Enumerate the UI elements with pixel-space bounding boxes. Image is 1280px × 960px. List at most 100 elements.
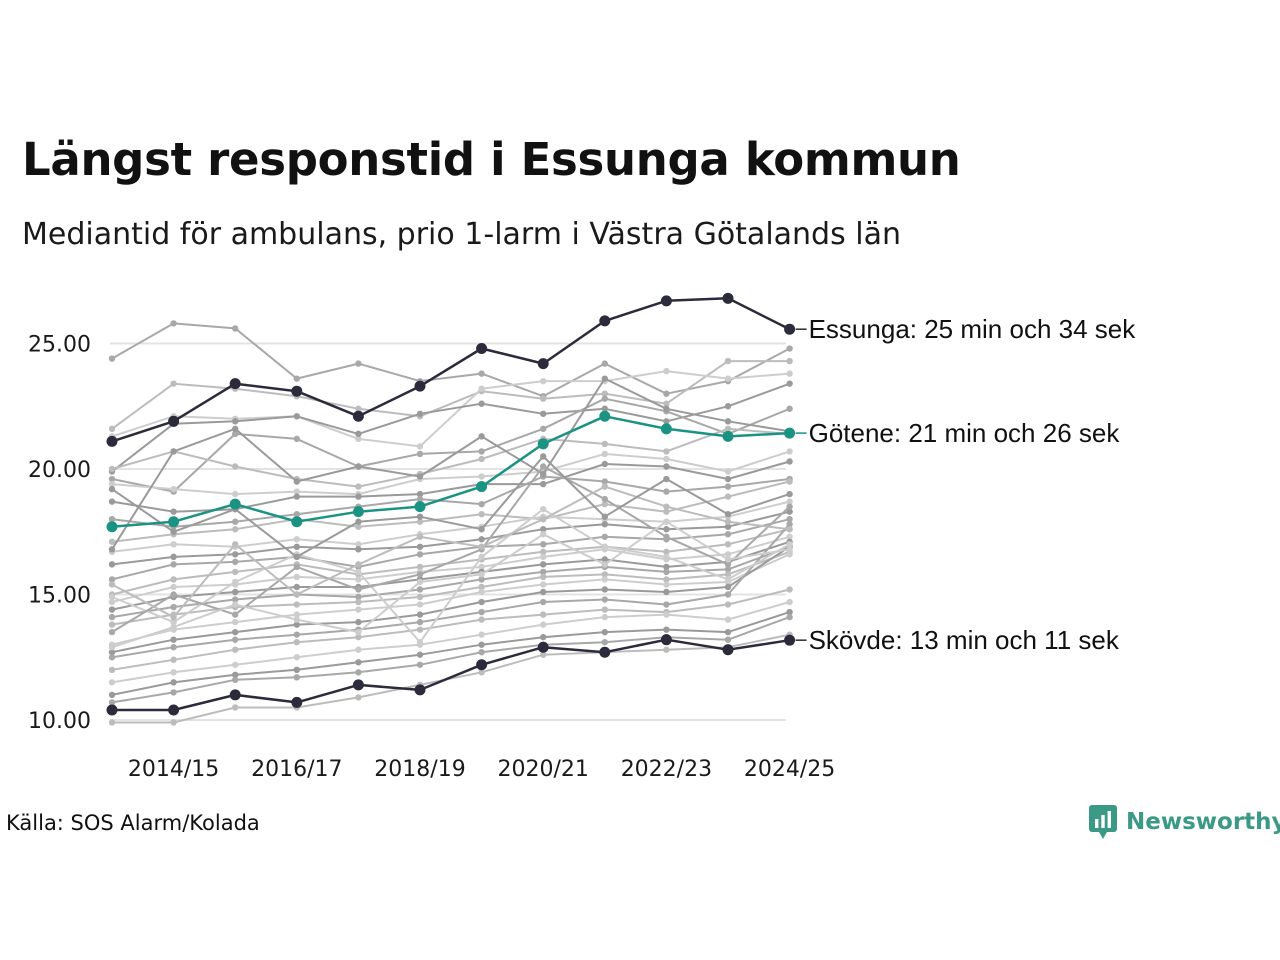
background-series-30-point-9 [663,518,670,525]
background-series-25-point-6 [478,669,485,676]
background-series-26-point-0 [108,593,116,601]
background-series-8-point-3 [293,510,300,518]
background-series-4-point-8 [601,395,608,402]
background-series-18-point-5 [416,601,424,608]
background-series-14-point-10 [724,551,732,558]
background-series-9-point-10 [724,493,732,500]
background-series-11-point-3 [293,543,300,551]
background-series-20-point-8 [601,596,608,603]
background-series-24-point-1 [170,689,177,696]
background-series [108,320,793,726]
background-series-18-point-11 [786,551,793,558]
background-series-20-point-5 [416,618,424,626]
background-series-29-point-5 [416,533,424,540]
background-series-22-point-10 [724,616,732,623]
background-series-17-point-10 [724,571,732,578]
background-series-3-point-4 [355,430,362,438]
background-series-31-point-0 [108,485,116,493]
background-series-23-point-3 [293,666,300,673]
background-series-21-point-4 [355,633,362,641]
background-series-9-point-5 [416,518,424,525]
x-tick-label-3: 2020/21 [497,757,588,782]
background-series-26-point-1 [170,618,177,626]
background-series-4-point-5 [416,450,424,458]
y-tick-label-0: 10.00 [28,709,91,734]
background-series-16-point-0 [108,613,116,621]
background-series-27-point-1 [170,448,177,455]
brand-logo[interactable]: Newsworthy [1088,804,1280,840]
background-series-19-point-0 [108,649,116,656]
background-series-14-point-7 [540,553,547,561]
background-series-9-point-2 [232,526,239,533]
background-series-9-point-8 [601,500,608,508]
background-series-16-point-2 [232,596,239,603]
background-series-26-point-10 [724,576,732,583]
x-tick-label-2: 2018/19 [374,757,465,782]
x-tick-label-4: 2022/23 [621,757,712,782]
background-series-21-point-6 [478,616,485,623]
background-series-21-point-8 [601,606,608,613]
background-series-0-point-11 [786,345,793,352]
background-series-9-point-6 [478,510,485,518]
series-götene-point-2 [229,498,241,510]
background-series-6-point-1 [170,485,177,493]
background-series-21-point-5 [416,626,424,633]
background-series-25-point-4 [355,694,362,701]
background-series-25-point-0 [108,719,116,726]
series-skövde-point-2 [229,689,241,701]
background-series-23-point-1 [170,679,177,686]
background-series-0-point-1 [170,320,177,327]
background-series-28-point-4 [355,586,362,593]
background-series-13-line [111,528,791,596]
background-series-12-point-5 [416,551,424,558]
background-series-23-point-11 [786,608,793,616]
background-series-28-point-11 [786,503,793,510]
background-series-29-point-0 [108,581,116,588]
background-series-27-point-4 [355,463,362,470]
background-series-15-line [111,540,791,611]
series-essunga-point-0 [106,435,118,447]
series-skövde-point-7 [537,641,549,653]
background-series-27-point-6 [478,433,485,440]
background-series-29-point-6 [478,543,485,551]
background-series-31-point-5 [416,513,424,520]
series-götene-point-6 [476,481,488,493]
background-series-24-point-4 [355,669,362,676]
background-series-4-line [111,397,791,493]
series-götene-point-10 [722,430,734,442]
background-series-30-point-8 [601,561,608,568]
background-series-11-point-1 [170,553,177,561]
background-series-10-line [111,500,791,553]
background-series-1-point-4 [355,405,362,412]
background-series-21-line [111,588,791,671]
background-series-17-point-7 [540,573,547,581]
background-series-27-point-7 [540,470,547,478]
background-series-31-point-3 [293,553,300,561]
background-series-18-point-6 [478,588,485,596]
background-series-15-point-8 [601,556,608,563]
background-series-8-point-10 [724,483,732,490]
background-series-10-point-11 [786,498,793,505]
background-series-22-point-6 [478,631,485,638]
background-series-11-point-9 [663,526,670,533]
background-series-0-point-4 [355,360,362,367]
background-series-16-point-4 [355,593,362,601]
background-series-11-point-2 [232,551,239,558]
background-series-3-point-2 [232,418,239,425]
series-skövde-point-3 [291,696,303,708]
background-series-7-point-8 [601,460,608,468]
x-tick-label-0: 2014/15 [128,757,219,782]
background-series-1-line [111,360,791,430]
background-series-15-point-7 [540,561,547,568]
background-series-6-point-9 [663,455,670,463]
background-series-10-point-1 [170,541,177,548]
background-series-7-line [111,460,791,513]
background-series-2-line [111,370,791,448]
series-essunga-point-6 [476,343,488,355]
background-series-1-point-1 [170,380,177,387]
background-series-17-point-0 [108,621,116,628]
background-series-26-point-9 [663,553,670,561]
background-series-19-point-6 [478,598,485,606]
background-series-28-point-10 [724,561,732,568]
background-series-26-point-2 [232,578,239,586]
